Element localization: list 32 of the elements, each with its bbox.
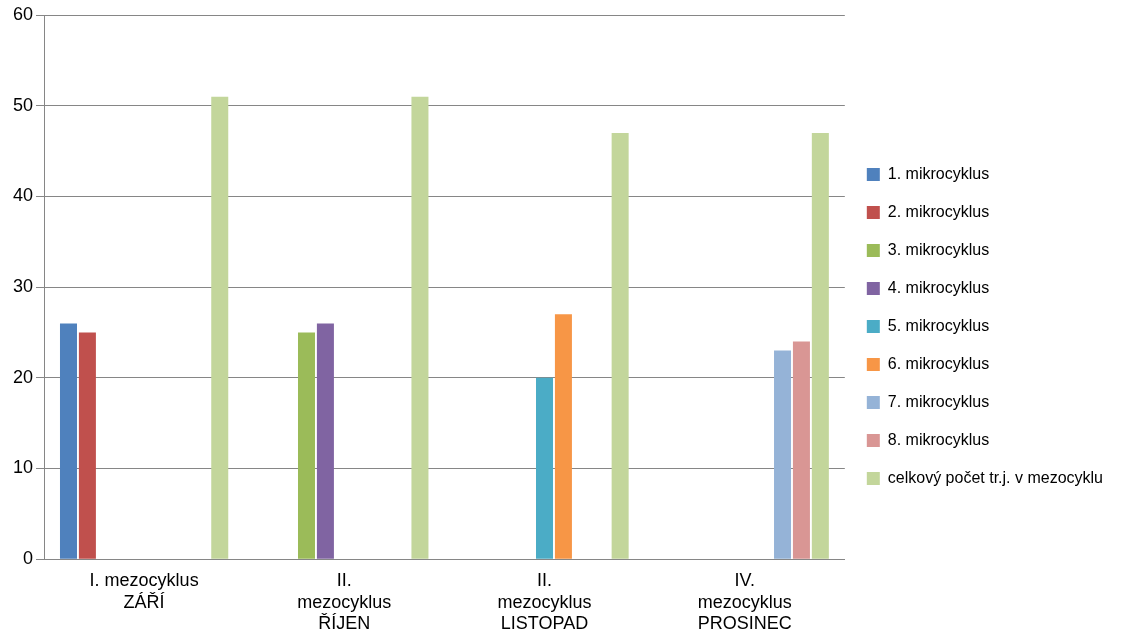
x-tick-label: IV. mezocyklus PROSINEC: [697, 569, 792, 634]
legend-label: 4. mikrocyklus: [887, 278, 990, 296]
bar: [316, 323, 334, 559]
x-tick-label: II. mezocyklus LISTOPAD: [497, 569, 592, 634]
bar: [554, 314, 572, 559]
legend-label: celkový počet tr.j. v mezocyklu: [887, 468, 1103, 486]
legend-label: 7. mikrocyklus: [887, 392, 990, 410]
bar: [811, 132, 829, 559]
bar: [536, 377, 554, 559]
x-tick-label: I. mezocyklus ZÁŘÍ: [89, 569, 199, 612]
bar: [774, 350, 792, 559]
bar: [792, 341, 810, 559]
y-tick-label: 20: [12, 366, 34, 387]
bar: [611, 132, 629, 559]
y-tick-label: 60: [12, 3, 34, 24]
y-tick-label: 10: [12, 457, 34, 478]
legend-label: 2. mikrocyklus: [887, 202, 990, 220]
x-tick-label: II. mezocyklus ŘÍJEN: [297, 569, 392, 634]
bar: [411, 96, 429, 559]
bar: [211, 96, 229, 559]
y-tick-label: 40: [12, 185, 34, 206]
legend-label: 1. mikrocyklus: [887, 164, 990, 182]
legend-label: 3. mikrocyklus: [887, 240, 990, 258]
y-tick-label: 30: [12, 276, 34, 297]
legend-label: 8. mikrocyklus: [887, 430, 990, 448]
bar: [78, 332, 96, 559]
bar: [298, 332, 316, 559]
y-tick-label: 0: [23, 548, 34, 569]
legend-label: 6. mikrocyklus: [887, 354, 990, 372]
y-tick-label: 50: [12, 94, 34, 115]
bar: [59, 323, 77, 559]
legend-label: 5. mikrocyklus: [887, 316, 990, 334]
